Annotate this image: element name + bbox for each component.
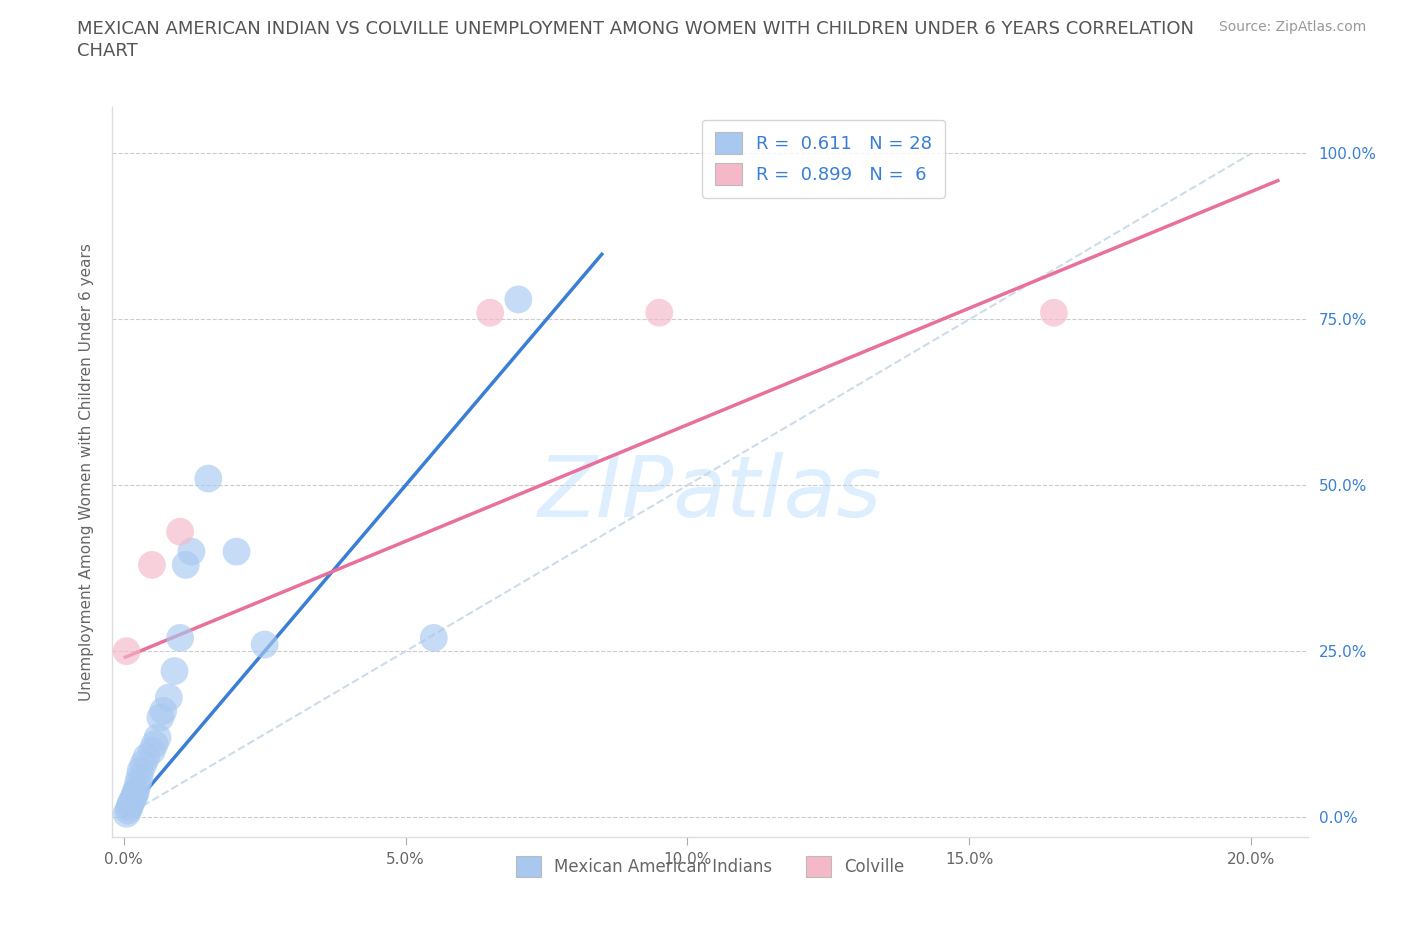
Point bbox=[146, 730, 169, 745]
Point bbox=[197, 472, 219, 486]
Y-axis label: Unemployment Among Women with Children Under 6 years: Unemployment Among Women with Children U… bbox=[79, 243, 94, 701]
Point bbox=[117, 803, 139, 817]
Text: ZIPatlas: ZIPatlas bbox=[538, 452, 882, 536]
Point bbox=[152, 703, 174, 718]
Point bbox=[115, 806, 138, 821]
Point bbox=[174, 557, 197, 572]
Point bbox=[129, 764, 152, 778]
Text: Source: ZipAtlas.com: Source: ZipAtlas.com bbox=[1219, 20, 1367, 34]
Point bbox=[423, 631, 446, 645]
Point bbox=[1043, 305, 1066, 320]
Text: CHART: CHART bbox=[77, 42, 138, 60]
Point bbox=[225, 544, 247, 559]
Text: MEXICAN AMERICAN INDIAN VS COLVILLE UNEMPLOYMENT AMONG WOMEN WITH CHILDREN UNDER: MEXICAN AMERICAN INDIAN VS COLVILLE UNEM… bbox=[77, 20, 1194, 38]
Point bbox=[141, 743, 163, 758]
Point bbox=[128, 770, 150, 785]
Point bbox=[648, 305, 671, 320]
Point bbox=[141, 557, 163, 572]
Point bbox=[253, 637, 276, 652]
Point bbox=[115, 644, 138, 658]
Point bbox=[121, 793, 143, 808]
Point bbox=[125, 783, 148, 798]
Point bbox=[143, 737, 166, 751]
Point bbox=[508, 292, 530, 307]
Point bbox=[157, 690, 180, 705]
Legend: Mexican American Indians, Colville: Mexican American Indians, Colville bbox=[509, 850, 911, 883]
Point bbox=[180, 544, 202, 559]
Point bbox=[135, 750, 157, 764]
Point bbox=[163, 664, 186, 679]
Point bbox=[122, 790, 145, 804]
Point bbox=[132, 757, 155, 772]
Point bbox=[120, 796, 142, 811]
Point bbox=[169, 631, 191, 645]
Point bbox=[169, 525, 191, 539]
Point bbox=[149, 711, 172, 725]
Point bbox=[118, 800, 141, 815]
Point bbox=[124, 787, 146, 802]
Point bbox=[127, 777, 149, 791]
Point bbox=[479, 305, 502, 320]
